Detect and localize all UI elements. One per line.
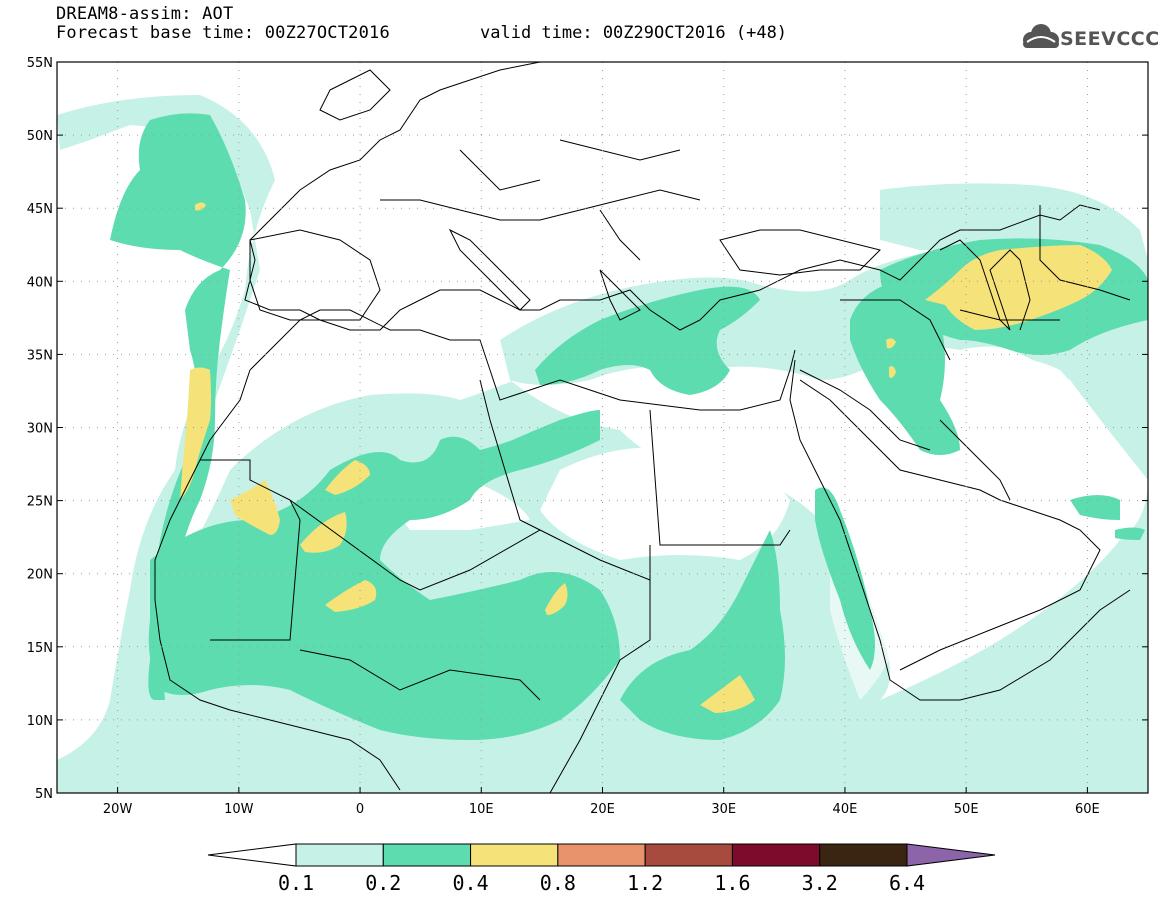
border-africa-3 — [479, 379, 541, 531]
lat-label: 15N — [27, 641, 53, 656]
aot-04-algeria1 — [325, 460, 370, 495]
colorbar-label: 6.4 — [889, 871, 925, 895]
colorbar-box — [295, 843, 384, 867]
border-europe — [380, 139, 701, 261]
aot-02-med-strip — [470, 410, 600, 470]
coastlines — [154, 62, 1131, 793]
colorbar-box — [470, 843, 559, 867]
aot-01-caspian-n — [880, 183, 1148, 260]
border-africa-4 — [649, 409, 791, 546]
border-central-asia — [959, 205, 1131, 321]
colorbar-label: 0.2 — [365, 871, 401, 895]
lon-label: 20E — [590, 802, 615, 817]
colorbar-label: 1.6 — [714, 871, 750, 895]
colorbar-box — [557, 843, 646, 867]
coast-uk — [319, 69, 391, 121]
lat-label: 5N — [35, 787, 53, 802]
lon-label: 10E — [469, 802, 494, 817]
colorbar-label: 0.1 — [278, 871, 314, 895]
lat-label: 50N — [27, 129, 53, 144]
colorbar-label: 0.4 — [453, 871, 489, 895]
coast-redsea-w — [789, 359, 1131, 701]
colorbar-box — [819, 843, 908, 867]
border-mideast — [799, 299, 951, 451]
lat-label: 20N — [27, 568, 53, 583]
border-africa-2 — [289, 499, 651, 591]
title-line2: Forecast base time: 00Z27OCT2016 — [56, 23, 390, 43]
lon-label: 0 — [356, 802, 364, 817]
aot-04-iraq2 — [889, 366, 896, 378]
coast-blacksea — [719, 229, 881, 276]
aot-04-chad — [545, 583, 568, 615]
lon-label: 10W — [224, 802, 254, 817]
colorbar-box — [382, 843, 472, 867]
coast-italy — [448, 228, 531, 311]
colorbar-under-triangle — [207, 843, 297, 867]
lat-label: 10N — [27, 714, 53, 729]
aot-04-w-sahara — [230, 480, 280, 535]
coast-w-africa — [154, 369, 401, 791]
aot-clear-egypt — [650, 415, 770, 470]
lat-axis: 5N 10N 15N 20N 25N 30N 35N 40N 45N 50N 55N — [27, 56, 53, 802]
colorbar-over-triangle — [906, 843, 996, 867]
aot-04-turkmen — [925, 245, 1112, 330]
border-africa-6 — [299, 649, 541, 701]
aot-clear-iran — [960, 356, 1083, 440]
aot-clear-arabia — [900, 430, 1090, 530]
colorbar-label: 0.8 — [540, 871, 576, 895]
lon-label: 30E — [711, 802, 736, 817]
colorbar-label: 1.2 — [627, 871, 663, 895]
coast-europe — [244, 62, 1101, 331]
valid-time: valid time: 00Z29OCT2016 (+48) — [480, 23, 788, 43]
colorbar-label: 3.2 — [802, 871, 838, 895]
title-line1: DREAM8-assim: AOT — [56, 4, 234, 24]
lat-label: 45N — [27, 202, 53, 217]
aot-02-arabia-e2 — [1115, 527, 1145, 540]
coast-caspian — [939, 239, 1031, 331]
lat-label: 30N — [27, 422, 53, 437]
lon-axis: 20W 10W 0 10E 20E 30E 40E 50E 60E — [103, 802, 1100, 817]
coast-n-africa — [249, 309, 796, 411]
lat-label: 40N — [27, 275, 53, 290]
aot-fields — [57, 62, 1148, 793]
lat-label: 55N — [27, 56, 53, 71]
aot-04-niger — [325, 580, 377, 612]
colorbar-box — [644, 843, 733, 867]
aot-04-sudan — [700, 675, 755, 713]
cloud-logo-icon — [1023, 24, 1059, 48]
coast-greece — [599, 269, 641, 321]
aot-02-atlantic — [110, 113, 246, 701]
border-africa-5 — [549, 545, 651, 793]
lat-ticks — [57, 61, 1148, 794]
coast-gulf — [939, 419, 1011, 501]
coast-iberia — [249, 229, 381, 321]
aot-02-redsea — [815, 487, 875, 670]
logo-text: SEEVCCC — [1060, 28, 1160, 50]
colorbar: 0.1 0.2 0.4 0.8 1.2 1.6 3.2 6.4 — [207, 843, 996, 895]
aot-clear-libya — [540, 447, 790, 560]
lon-label: 50E — [954, 802, 979, 817]
lon-label: 60E — [1075, 802, 1100, 817]
aot-04-iraq1 — [886, 338, 896, 349]
aot-02-med — [535, 286, 760, 395]
lat-label: 25N — [27, 495, 53, 510]
aot-01-band-west — [57, 95, 275, 793]
lon-label: 40E — [833, 802, 858, 817]
lon-label: 20W — [103, 802, 133, 817]
lat-label: 35N — [27, 348, 53, 363]
coast-arabia — [799, 379, 1101, 671]
aot-02-sahel — [148, 415, 620, 740]
aot-04-morocco — [180, 367, 211, 500]
aot-04-algeria2 — [300, 512, 347, 553]
aot-04-nw-africa-dot — [195, 202, 206, 211]
colorbar-box — [731, 843, 821, 867]
aot-02-arabia-e — [1070, 495, 1120, 520]
